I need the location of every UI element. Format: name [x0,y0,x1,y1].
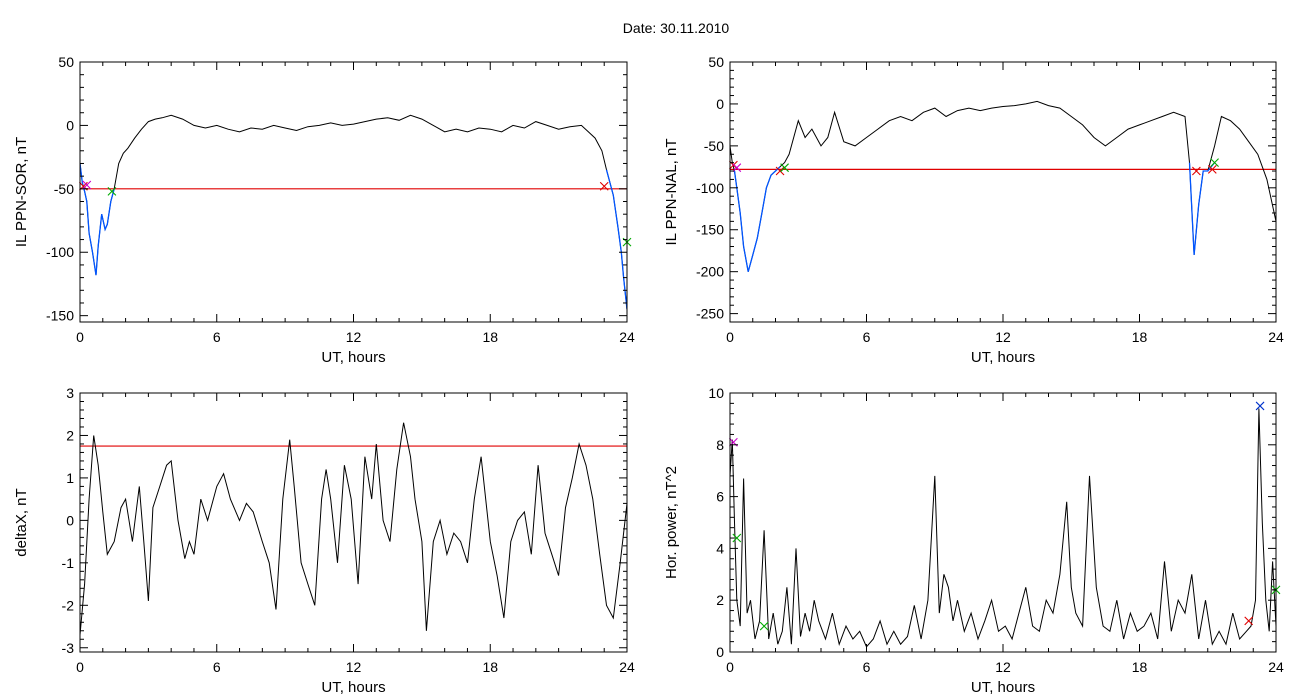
event-marker [775,166,785,176]
x-tick-label: 6 [213,659,221,675]
y-axis-label: IL PPN-NAL, nT [663,139,680,246]
x-tick-label: 18 [482,329,498,345]
y-axis-label: IL PPN-SOR, nT [13,137,30,247]
event-marker [1210,158,1219,168]
y-tick-label: 6 [716,489,724,505]
y-tick-label: -50 [704,138,724,154]
x-tick-label: 0 [76,659,84,675]
y-tick-label: 50 [58,54,74,70]
y-tick-label: 0 [716,96,724,112]
y-tick-label: -50 [54,181,74,197]
series-line-0 [80,114,627,310]
x-tick-label: 18 [482,659,498,675]
event-marker [107,186,117,196]
x-tick-label: 24 [619,329,635,345]
y-tick-label: 0 [716,644,724,660]
y-tick-label: 4 [716,540,724,556]
figure-title: Date: 30.11.2010 [623,20,730,36]
y-tick-label: 0 [66,117,74,133]
x-tick-label: 12 [346,659,362,675]
event-marker [732,533,742,543]
event-marker [1255,401,1265,411]
series-line-1 [80,163,115,276]
series-line-2 [1188,162,1216,255]
panel-il-ppn-sor: 0 6 12 18 24 -150 -100 -50 0 50 UT, hours IL PPN-SO… [13,54,635,366]
x-tick-label: 0 [726,659,734,675]
x-tick-label: 0 [726,329,734,345]
x-axis-label: UT, hours [971,679,1035,696]
y-tick-label: 8 [716,437,724,453]
x-tick-label: 24 [1268,659,1284,675]
y-tick-label: -100 [46,244,74,260]
y-axis-label: deltaX, nT [13,488,30,556]
y-tick-label: 0 [66,512,74,528]
event-marker [759,621,769,631]
x-axis-label: UT, hours [321,349,385,366]
y-tick-label: -150 [46,308,74,324]
event-marker [82,180,92,190]
y-tick-label: -100 [696,180,724,196]
plot-frame [79,61,628,323]
event-marker [1191,166,1201,176]
y-tick-label: 2 [716,592,724,608]
y-tick-label: -1 [62,555,75,571]
plot-frame [729,61,1277,323]
x-axis-label: UT, hours [321,679,385,696]
y-tick-label: -150 [696,222,724,238]
event-marker [599,181,609,191]
event-marker [780,163,789,173]
y-tick-label: 10 [708,385,724,401]
series-line-0 [730,408,1276,648]
x-axis-label: UT, hours [971,349,1035,366]
event-marker [1207,164,1217,174]
y-tick-label: -200 [696,264,724,280]
y-tick-label: 1 [66,470,74,486]
y-tick-label: 50 [708,54,724,70]
y-tick-label: -3 [62,640,75,656]
y-axis-label: Hor. power, nT^2 [663,466,680,579]
y-tick-label: 3 [66,385,74,401]
x-tick-label: 12 [995,659,1011,675]
y-tick-label: 2 [66,427,74,443]
x-tick-label: 24 [619,659,635,675]
panel-il-ppn-nal: 0 6 12 18 24 -250 -200 -150 -100 -50 0 50 UT, hours I… [663,54,1284,366]
series-line-0 [80,422,627,636]
event-marker [732,163,742,173]
event-marker [1244,616,1254,626]
y-tick-label: -250 [696,306,724,322]
x-tick-label: 6 [213,329,221,345]
x-tick-label: 12 [346,329,362,345]
x-tick-label: 0 [76,329,84,345]
x-tick-label: 6 [863,659,871,675]
y-tick-label: -2 [62,597,75,613]
x-tick-label: 18 [1132,659,1148,675]
x-tick-label: 18 [1132,329,1148,345]
x-tick-label: 24 [1268,329,1284,345]
x-tick-label: 12 [995,329,1011,345]
x-tick-label: 6 [863,329,871,345]
series-line-1 [733,166,781,272]
